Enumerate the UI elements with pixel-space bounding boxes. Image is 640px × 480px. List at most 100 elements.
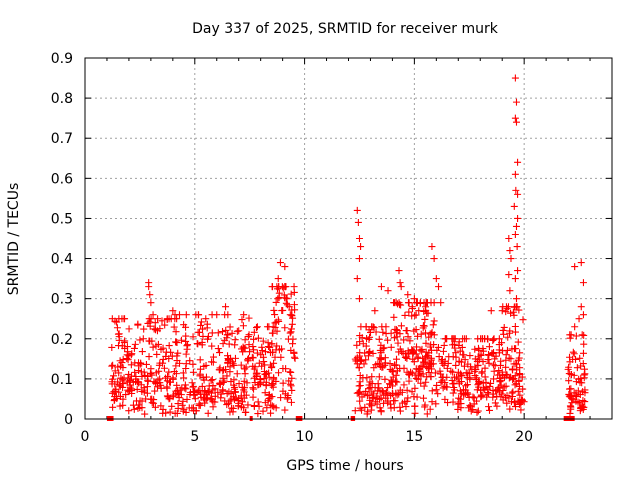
data-point [449, 380, 457, 388]
data-point [420, 307, 428, 315]
data-point [244, 401, 252, 409]
data-point [283, 395, 291, 403]
data-point [108, 315, 116, 323]
data-point [127, 372, 135, 380]
data-point [198, 382, 206, 390]
data-point [417, 379, 425, 387]
data-point [351, 407, 359, 415]
data-point [250, 374, 258, 382]
data-point [219, 367, 227, 375]
data-point [499, 387, 507, 395]
data-point [137, 368, 145, 376]
data-point [450, 373, 458, 381]
data-point [428, 387, 436, 395]
data-point [250, 385, 258, 393]
data-point [147, 299, 155, 307]
data-point [267, 409, 275, 417]
data-point [225, 399, 233, 407]
data-point [499, 326, 507, 334]
data-point [151, 387, 159, 395]
data-point [213, 311, 221, 319]
data-point [167, 348, 175, 356]
data-point [417, 372, 425, 380]
data-point [368, 373, 376, 381]
data-point [254, 398, 262, 406]
data-point [283, 295, 291, 303]
data-point [124, 374, 132, 382]
data-point [504, 333, 512, 341]
data-point [565, 377, 573, 385]
data-point [118, 342, 126, 350]
data-point [423, 373, 431, 381]
data-point [411, 311, 419, 319]
data-point [460, 391, 468, 399]
data-point [568, 399, 576, 407]
data-point [410, 358, 418, 366]
data-point [470, 394, 478, 402]
data-point [147, 369, 155, 377]
data-point [286, 329, 294, 337]
data-point [355, 235, 363, 242]
data-point [250, 328, 258, 336]
data-point [181, 384, 189, 392]
data-point [425, 368, 433, 376]
data-point [512, 345, 520, 353]
chart-title: Day 337 of 2025, SRMTID for receiver mur… [192, 21, 499, 37]
data-point [509, 388, 517, 396]
data-point [400, 336, 408, 344]
data-point [387, 343, 395, 351]
data-point [111, 367, 119, 375]
data-point [393, 391, 401, 399]
data-point [360, 390, 368, 398]
data-point [121, 337, 129, 345]
data-point [353, 275, 361, 283]
data-point [485, 343, 493, 351]
data-point [127, 385, 135, 393]
data-point [430, 299, 438, 307]
data-point [507, 355, 515, 363]
data-point [389, 368, 397, 376]
data-point [276, 259, 284, 267]
data-point [518, 396, 526, 404]
data-point [170, 368, 178, 376]
data-point [278, 345, 286, 353]
data-point [406, 337, 414, 345]
data-point [426, 405, 434, 413]
data-point [153, 327, 161, 335]
data-point [263, 323, 271, 331]
data-point [138, 348, 146, 356]
data-point [112, 385, 120, 393]
data-point [474, 344, 482, 352]
data-point [355, 363, 363, 371]
data-point [219, 328, 227, 336]
data-point [249, 393, 257, 401]
data-point [517, 406, 525, 414]
data-point [514, 387, 522, 395]
data-point [240, 404, 248, 412]
data-point [241, 370, 249, 378]
data-point [566, 331, 574, 339]
data-point [192, 407, 200, 415]
data-point [277, 353, 285, 361]
data-point [484, 335, 492, 343]
data-point [493, 402, 501, 410]
data-point [567, 403, 575, 411]
data-point [173, 409, 181, 417]
data-point [143, 383, 151, 391]
data-point [443, 383, 451, 391]
data-point [356, 349, 364, 357]
data-point [485, 403, 493, 411]
data-point [423, 363, 431, 371]
data-point [222, 326, 230, 334]
data-point [154, 383, 162, 391]
data-point [133, 385, 141, 393]
data-point [268, 379, 276, 387]
data-point [219, 386, 227, 394]
data-point [440, 341, 448, 349]
data-point [387, 329, 395, 337]
data-point [351, 355, 359, 363]
data-point [413, 393, 421, 401]
data-point [260, 375, 268, 383]
data-point [381, 375, 389, 383]
data-point [376, 346, 384, 354]
